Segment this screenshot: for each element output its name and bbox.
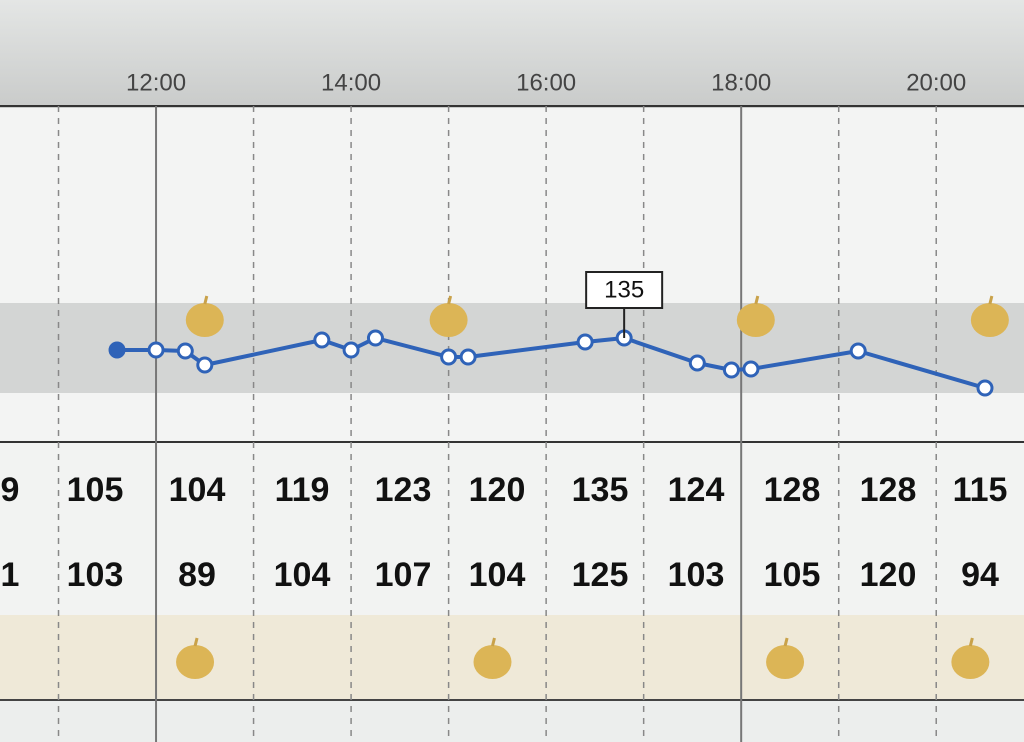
table-value: 105: [764, 556, 821, 594]
x-tick-label: 12:00: [126, 69, 186, 96]
table-value: 105: [67, 471, 124, 509]
apple-stem: [193, 637, 199, 647]
apple-body: [176, 645, 215, 679]
data-point: [176, 342, 194, 360]
x-tick-label: 16:00: [516, 69, 576, 96]
table-value: 104: [274, 556, 331, 594]
apple-stem: [491, 637, 496, 647]
meal-icon: [185, 295, 224, 337]
table-value: 107: [375, 556, 432, 594]
table-value: 128: [764, 471, 821, 509]
table-value: 103: [668, 556, 725, 594]
meal-icon: [736, 295, 775, 337]
table-value: 89: [178, 556, 216, 594]
table-value: 104: [469, 556, 526, 594]
annotation-box: [585, 271, 664, 309]
table-value: 120: [469, 471, 526, 509]
apple-stem: [968, 637, 974, 647]
footer-background: [0, 700, 1024, 742]
apple-body: [951, 645, 990, 679]
table-value: 128: [860, 471, 917, 509]
data-point: [459, 348, 477, 366]
meal-row-background: [0, 615, 1024, 700]
apple-stem: [783, 637, 789, 647]
data-point: [576, 333, 594, 351]
table-background: [0, 440, 1024, 615]
x-tick-label: 14:00: [321, 69, 381, 96]
data-point: [849, 342, 867, 360]
data-point: [722, 361, 740, 379]
apple-stem: [988, 295, 994, 305]
x-tick-label: 20:00: [906, 69, 966, 96]
table-value: 94: [961, 556, 999, 594]
table-value: 119: [275, 471, 330, 509]
header-band: [0, 0, 1024, 108]
data-point: [688, 354, 706, 372]
meal-icon: [766, 637, 805, 679]
table-value: 135: [572, 471, 629, 509]
data-point: [742, 360, 760, 378]
data-point: [366, 329, 384, 347]
data-point: [342, 341, 360, 359]
table-value: 123: [375, 471, 432, 509]
data-point: [976, 379, 994, 397]
apple-body: [429, 303, 468, 337]
apple-body: [185, 303, 224, 337]
table-value: 1: [1, 556, 20, 594]
data-point: [313, 331, 331, 349]
meal-icon: [176, 637, 215, 679]
table-value: 104: [169, 471, 226, 509]
table-value: 125: [572, 556, 629, 594]
meal-icon: [429, 295, 468, 337]
data-point: [147, 341, 165, 359]
data-point: [108, 341, 126, 359]
table-value: 120: [860, 556, 917, 594]
apple-body: [766, 645, 805, 679]
meal-icon: [473, 637, 512, 679]
apple-stem: [447, 295, 453, 305]
annotation-label: 135: [604, 276, 644, 303]
table-value: 9: [1, 471, 20, 509]
table-value: 115: [953, 471, 1008, 509]
meal-icon: [951, 637, 990, 679]
data-point: [440, 348, 458, 366]
meal-icon: [970, 295, 1009, 337]
data-point: [196, 356, 214, 374]
x-tick-label: 18:00: [711, 69, 771, 96]
table-value: 103: [67, 556, 124, 594]
table-value: 124: [668, 471, 725, 509]
glucose-line: [117, 336, 986, 390]
apple-body: [970, 303, 1009, 337]
apple-body: [473, 645, 512, 679]
apple-stem: [754, 295, 760, 305]
apple-stem: [203, 295, 209, 305]
apple-body: [736, 303, 775, 337]
